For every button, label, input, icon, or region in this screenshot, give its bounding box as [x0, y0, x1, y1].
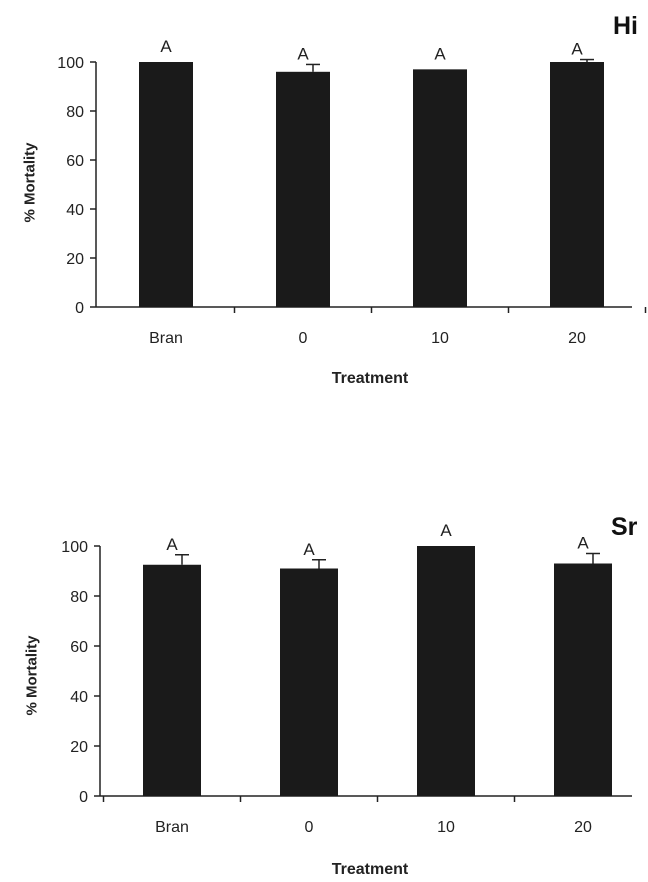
bar — [550, 62, 604, 307]
chart-plot-bottom: 0 20 40 60 80 100 A Bran A 0 A 10 A 20 — [61, 521, 632, 836]
bar — [276, 71, 330, 307]
bar — [143, 564, 201, 796]
x-tick-label: 0 — [305, 819, 314, 836]
y-tick-label: 100 — [57, 55, 84, 72]
y-tick-label: 0 — [75, 300, 84, 317]
x-tick-label: Bran — [155, 819, 189, 836]
significance-letter: A — [297, 44, 309, 63]
bar — [139, 62, 193, 307]
significance-letter: A — [303, 540, 315, 559]
bar — [554, 563, 612, 796]
significance-letter: A — [440, 521, 452, 540]
significance-letter: A — [166, 535, 178, 554]
y-tick-label: 100 — [61, 539, 88, 556]
significance-letter: A — [577, 534, 589, 553]
x-tick-label: 10 — [431, 330, 449, 347]
x-tick-label: 20 — [568, 330, 586, 347]
x-axis-label: Treatment — [331, 861, 409, 878]
y-tick-label: 60 — [70, 639, 88, 656]
y-tick-label: 40 — [70, 689, 88, 706]
x-tick-label: 0 — [299, 330, 308, 347]
significance-letter: A — [571, 40, 583, 59]
significance-letter: A — [434, 44, 446, 63]
chart-panel-bottom: 0 20 40 60 80 100 A Bran A 0 A 10 A 20 Sr % Mortality… — [0, 441, 648, 882]
y-tick-label: 20 — [66, 251, 84, 268]
y-tick-label: 0 — [79, 789, 88, 806]
chart-panel-top: 0 20 40 60 80 100 A Bran A 0 A 10 A 20 Hi % Mortality… — [21, 12, 647, 387]
bar — [280, 568, 338, 796]
bar — [413, 69, 467, 307]
chart-plot-top: 0 20 40 60 80 100 A Bran A 0 A 10 A 20 — [57, 37, 647, 347]
panel-tag: Hi — [613, 12, 638, 40]
significance-letter: A — [160, 37, 172, 56]
x-axis-label: Treatment — [331, 370, 409, 387]
y-tick-label: 80 — [66, 104, 84, 121]
y-tick-label: 80 — [70, 589, 88, 606]
x-tick-label: 20 — [574, 819, 592, 836]
x-tick-label: 10 — [437, 819, 455, 836]
x-tick-label: Bran — [149, 330, 183, 347]
panel-tag: Sr — [611, 513, 638, 541]
y-tick-label: 60 — [66, 153, 84, 170]
y-tick-label: 40 — [66, 202, 84, 219]
y-axis-label: % Mortality — [21, 142, 39, 223]
bar — [417, 546, 475, 796]
y-tick-label: 20 — [70, 739, 88, 756]
y-axis-label: % Mortality — [23, 635, 41, 716]
